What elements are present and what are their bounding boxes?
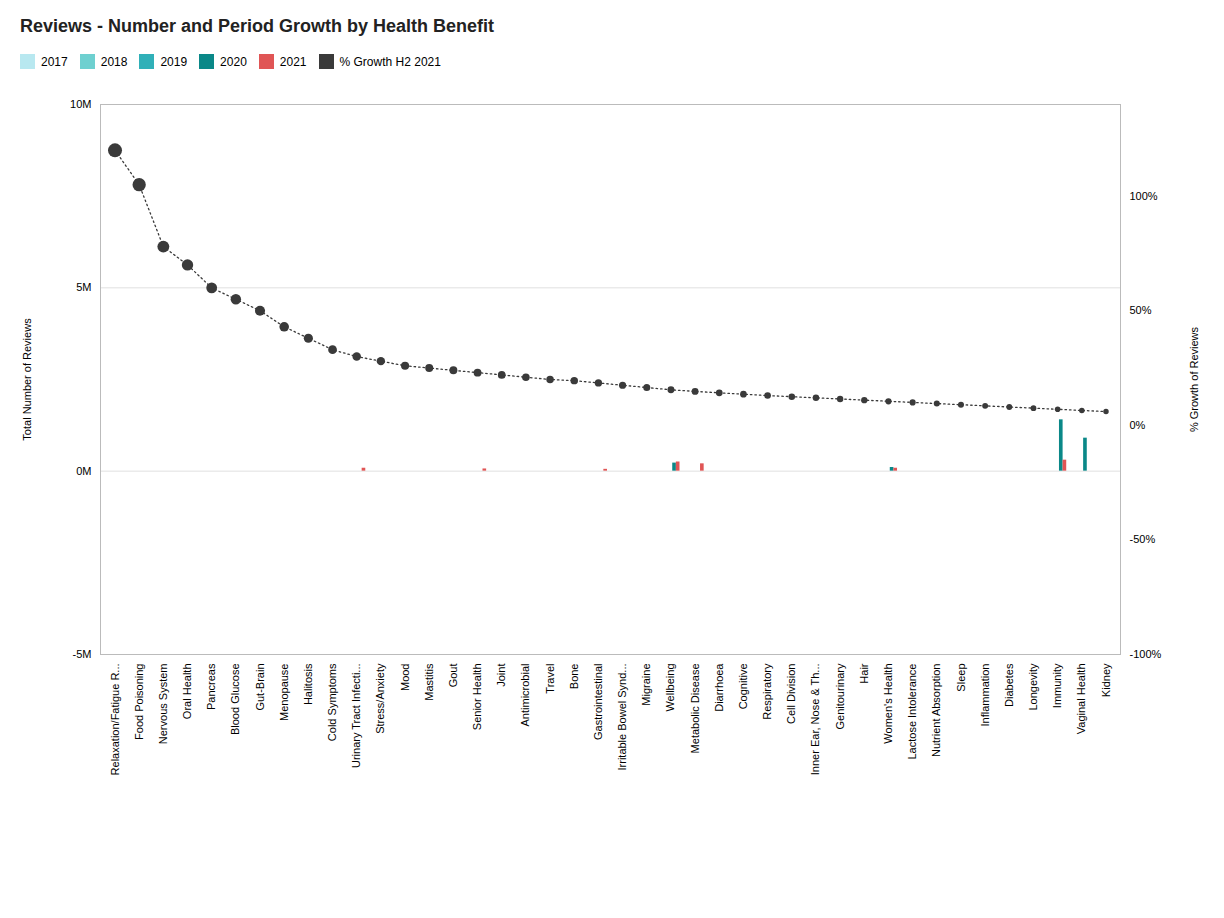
svg-text:Irritable Bowel Synd...: Irritable Bowel Synd... <box>616 664 628 771</box>
svg-text:0M: 0M <box>76 465 91 477</box>
svg-text:Blood Glucose: Blood Glucose <box>229 664 241 736</box>
html-text:2018: 2018 <box>100 54 128 69</box>
svg-text:Diarrhoea: Diarrhoea <box>713 663 725 712</box>
svg-text:Mood: Mood <box>399 664 411 692</box>
svg-text:Pancreas: Pancreas <box>205 663 217 710</box>
svg-text:-50%: -50% <box>1130 533 1156 545</box>
svg-text:Menopause: Menopause <box>278 664 290 722</box>
svg-text:Diabetes: Diabetes <box>1003 663 1015 707</box>
svg-text:50%: 50% <box>1130 304 1152 316</box>
html-text:% Growth H2 2021: % Growth H2 2021 <box>339 54 441 69</box>
svg-text:Migraine: Migraine <box>640 664 652 706</box>
svg-text:0%: 0% <box>1130 419 1146 431</box>
svg-text:Halitosis: Halitosis <box>302 663 314 705</box>
svg-text:Vaginal Health: Vaginal Health <box>1075 664 1087 735</box>
svg-text:Cold Symptoms: Cold Symptoms <box>326 663 338 741</box>
svg-text:Cell Division: Cell Division <box>785 664 797 725</box>
html-text:Reviews - Number and Period Gr: Reviews - Number and Period Growth by He… <box>20 16 495 36</box>
svg-text:Antimicrobial: Antimicrobial <box>519 664 531 727</box>
svg-text:Gastrointestinal: Gastrointestinal <box>592 664 604 740</box>
svg-text:% Growth of Reviews: % Growth of Reviews <box>1188 326 1200 432</box>
svg-text:Urinary Tract Infecti...: Urinary Tract Infecti... <box>350 664 362 769</box>
svg-text:100%: 100% <box>1130 190 1158 202</box>
svg-text:Joint: Joint <box>495 664 507 687</box>
svg-text:Travel: Travel <box>544 664 556 694</box>
svg-text:Bone: Bone <box>568 664 580 690</box>
svg-text:-100%: -100% <box>1130 648 1162 660</box>
svg-text:Oral Health: Oral Health <box>181 664 193 720</box>
svg-text:Genitourinary: Genitourinary <box>834 663 846 730</box>
svg-text:Inflammation: Inflammation <box>979 664 991 727</box>
svg-text:Cognitive: Cognitive <box>737 664 749 710</box>
svg-text:-5M: -5M <box>73 648 92 660</box>
svg-text:Relaxation/Fatigue R...: Relaxation/Fatigue R... <box>109 664 121 776</box>
svg-text:Nervous System: Nervous System <box>157 664 169 745</box>
svg-text:Nutrient Absorption: Nutrient Absorption <box>930 664 942 758</box>
html-text:2021: 2021 <box>279 54 307 69</box>
svg-text:Hair: Hair <box>858 663 870 684</box>
svg-text:Longevity: Longevity <box>1027 663 1039 711</box>
svg-text:Kidney: Kidney <box>1100 663 1112 697</box>
svg-text:Sleep: Sleep <box>954 664 966 692</box>
svg-text:Metabolic Disease: Metabolic Disease <box>689 664 701 754</box>
svg-text:Mastitis: Mastitis <box>423 663 435 701</box>
svg-text:Food Poisoning: Food Poisoning <box>133 664 145 740</box>
svg-text:Gout: Gout <box>447 664 459 688</box>
svg-text:Inner Ear, Nose & Th...: Inner Ear, Nose & Th... <box>809 664 821 776</box>
svg-text:Lactose Intolerance: Lactose Intolerance <box>906 664 918 760</box>
svg-text:Respiratory: Respiratory <box>761 663 773 720</box>
svg-text:10M: 10M <box>70 98 91 110</box>
svg-text:Wellbeing: Wellbeing <box>664 664 676 712</box>
html-text:2019: 2019 <box>160 54 188 69</box>
html-text:2020: 2020 <box>220 54 247 69</box>
svg-text:Stress/Anxiety: Stress/Anxiety <box>374 663 386 734</box>
svg-text:Women's Health: Women's Health <box>882 664 894 744</box>
svg-text:Total Number of Reviews: Total Number of Reviews <box>21 318 33 441</box>
svg-text:5M: 5M <box>76 281 91 293</box>
html-text:2017: 2017 <box>41 54 68 69</box>
svg-text:Gut-Brain: Gut-Brain <box>254 664 266 711</box>
svg-text:Senior Health: Senior Health <box>471 664 483 731</box>
svg-text:Immunity: Immunity <box>1051 663 1063 708</box>
